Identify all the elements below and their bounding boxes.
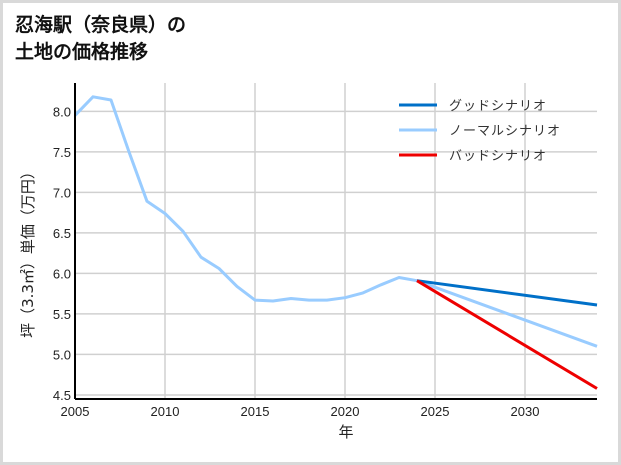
y-tick-label: 8.0 (53, 104, 71, 119)
y-tick-label: 6.5 (53, 226, 71, 241)
legend-label: バッドシナリオ (449, 149, 547, 164)
y-tick-label: 7.5 (53, 145, 71, 160)
x-tick-label: 2005 (61, 404, 90, 419)
chart-card: 忍海駅（奈良県）の 土地の価格推移 4.5 5.0 5.5 6.0 6.5 7.0 7.5 8… (3, 3, 618, 462)
series-line (416, 279, 598, 390)
line-chart: 4.5 5.0 5.5 6.0 6.5 7.0 7.5 8.0 2005 2010 2015 2020… (19, 83, 598, 441)
y-tick-label: 6.0 (53, 266, 71, 281)
series-line (416, 279, 598, 307)
x-tick-label: 2015 (241, 404, 270, 419)
y-tick-label: 5.5 (53, 307, 71, 322)
legend-label: グッドシナリオ (449, 99, 547, 114)
y-tick-label: 7.0 (53, 185, 71, 200)
chart-title: 忍海駅（奈良県）の 土地の価格推移 (15, 14, 187, 63)
y-tick-label: 4.5 (53, 388, 71, 403)
x-axis-label: 年 (338, 423, 353, 441)
x-tick-label: 2025 (421, 404, 450, 419)
x-tick-label: 2020 (331, 404, 360, 419)
y-axis-label: 坪（3.3㎡）単価（万円） (19, 164, 37, 338)
legend-label: ノーマルシナリオ (449, 124, 561, 139)
series-line (73, 95, 598, 348)
y-tick-label: 5.0 (53, 347, 71, 362)
x-tick-label: 2030 (511, 404, 540, 419)
x-tick-label: 2010 (151, 404, 180, 419)
